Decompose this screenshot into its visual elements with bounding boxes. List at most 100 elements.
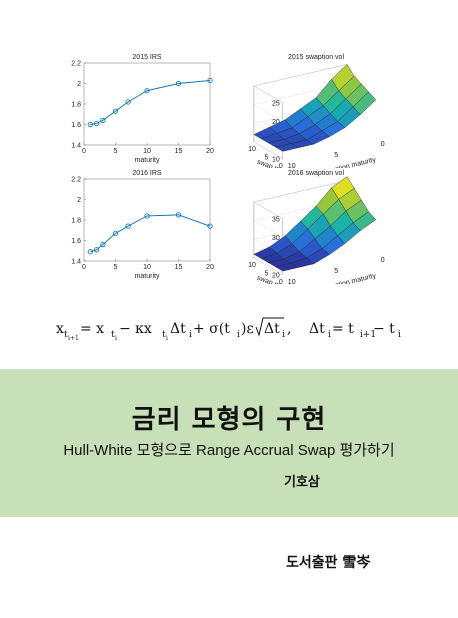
y-tick-label: 1.8 (71, 102, 81, 109)
wall-grid (253, 82, 348, 122)
svg-text:i: i (115, 335, 117, 342)
author-name: 기호삼 (284, 475, 320, 490)
chart-title-0: 2015 IRS (132, 54, 162, 61)
irs-2015-chart: 2015 IRS 0 5 10 15 20 1.4 1.6 1.8 2 2.2 maturity (56, 50, 226, 168)
swaption-2016-surface: 2016 swaption vol2025303505100510swap ma… (226, 166, 396, 284)
x-tick-label: 5 (264, 154, 268, 161)
z-tick-label: 20 (272, 272, 280, 279)
svg-text:− κx: − κx (119, 321, 152, 337)
x-tick-label: 10 (143, 148, 151, 155)
y-tick-label: 10 (288, 279, 296, 284)
y-tick-label: 1.6 (71, 238, 81, 245)
data-point (100, 242, 106, 248)
x-tick-label: 15 (175, 264, 183, 271)
svg-text:t: t (162, 330, 166, 340)
chart-title-2: 2015 swaption vol (288, 54, 344, 61)
x-tick-label: 0 (82, 148, 86, 155)
wall-grid (253, 180, 348, 219)
x-tick-label: 20 (206, 148, 214, 155)
y-tick-label: 2 (77, 81, 81, 88)
x-tick-label: 10 (248, 146, 256, 153)
chart-title-3: 2016 swaption vol (288, 170, 344, 177)
data-point (125, 223, 131, 229)
data-point (100, 117, 106, 124)
data-point (175, 80, 182, 87)
data-point (112, 108, 119, 114)
y-axis-label: option maturity (330, 272, 377, 284)
svg-text:i: i (166, 335, 168, 342)
svg-text:i+1: i+1 (360, 330, 376, 340)
plot-area (83, 178, 211, 262)
y-tick-label: 1.4 (71, 143, 81, 150)
z-tick-label: 35 (272, 216, 280, 223)
x-tick-label: 5 (264, 270, 268, 277)
data-point (93, 247, 100, 253)
data-point (125, 99, 131, 105)
y-tick-label: 1.4 (71, 259, 81, 266)
svg-text:= x: = x (80, 321, 104, 337)
eq-lhs: x (56, 321, 64, 337)
svg-text:Δt: Δt (170, 321, 186, 337)
svg-text:i: i (398, 330, 401, 340)
data-point (144, 213, 150, 219)
data-point (93, 120, 100, 127)
book-title: 금리 모형의 구현 (131, 405, 327, 435)
book-subtitle: Hull-White 모형으로 Range Accrual Swap 평가하기 (63, 442, 395, 459)
hull-white-equation: x t i+1 = x t i − κx t i Δt i + σ(t i )ε… (0, 314, 458, 344)
eq-term2: − κx (119, 321, 152, 337)
svg-text:i: i (328, 330, 331, 340)
x-tick-label: 0 (279, 163, 283, 168)
plot-area (83, 62, 211, 146)
irs-2016-chart: 2016 IRS 0 5 10 15 20 1.4 1.6 1.8 2 2.2 maturity (56, 166, 226, 284)
publisher-name: 도서출판 雪岑 (286, 555, 371, 571)
y-tick-label: 5 (334, 268, 338, 275)
svg-text:i: i (189, 330, 192, 340)
y-axis-label: option maturity (330, 156, 377, 168)
data-point (112, 230, 119, 236)
svg-text:i: i (237, 330, 240, 340)
svg-text:+ σ(t: + σ(t (193, 321, 230, 337)
z-tick-label: 20 (272, 119, 280, 126)
wall-grid (253, 64, 348, 103)
y-tick-label: 2 (77, 197, 81, 204)
z-tick-label: 10 (272, 156, 280, 163)
svg-text:i: i (282, 330, 285, 340)
surface-patch (275, 143, 299, 152)
series-line (90, 79, 211, 125)
x-axis-label: maturity (135, 157, 160, 164)
x-tick-label: 5 (114, 264, 118, 271)
chart-title-1: 2016 IRS (132, 170, 162, 177)
swaption-2015-surface: 2015 swaption vol1015202505100510swap ma… (226, 50, 396, 168)
x-tick-label: 10 (248, 262, 256, 269)
svg-text:t: t (64, 330, 68, 340)
data-point (87, 121, 93, 128)
x-tick-label: 15 (175, 148, 183, 155)
svg-text:)ε: )ε (241, 321, 254, 337)
y-tick-label: 10 (288, 163, 296, 168)
eq-definition: Δt (309, 321, 325, 337)
data-point (207, 77, 213, 84)
svg-text:i+1: i+1 (68, 335, 79, 342)
data-point (87, 249, 93, 255)
svg-text:,: , (287, 321, 291, 337)
svg-text:Δt: Δt (309, 321, 325, 337)
x-tick-label: 5 (114, 148, 118, 155)
z-tick-label: 25 (272, 100, 280, 107)
title-band: 금리 모형의 구현 Hull-White 모형으로 Range Accrual … (0, 369, 458, 517)
svg-text:= t: = t (332, 321, 354, 337)
svg-text:Δt: Δt (264, 321, 280, 337)
eq-term3: + σ(t (193, 321, 230, 337)
y-tick-label: 2.2 (71, 61, 81, 68)
y-tick-label: 0 (381, 141, 385, 148)
y-tick-label: 1.8 (71, 218, 81, 225)
z-tick-label: 30 (272, 235, 280, 242)
x-tick-label: 0 (279, 279, 283, 284)
data-point (207, 223, 213, 229)
series-line (90, 214, 211, 253)
x-tick-label: 10 (143, 264, 151, 271)
y-tick-label: 0 (381, 257, 385, 264)
y-tick-label: 5 (334, 152, 338, 159)
x-tick-label: 20 (206, 264, 214, 271)
svg-text:− t: − t (373, 321, 395, 337)
